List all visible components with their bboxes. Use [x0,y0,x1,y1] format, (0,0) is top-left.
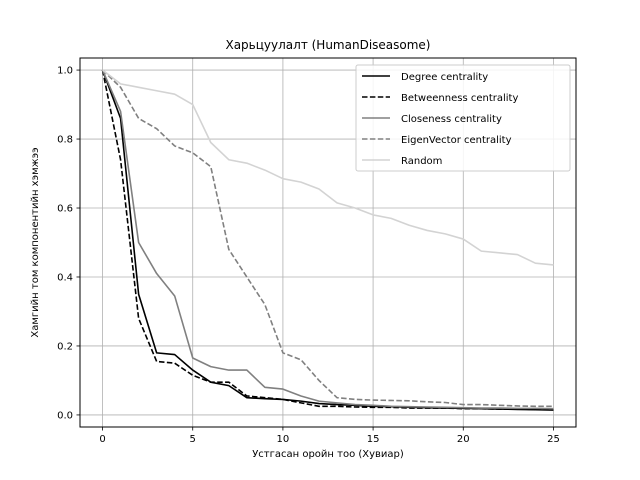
x-tick-label: 15 [367,434,380,445]
legend-label: Degree centrality [401,72,488,83]
legend-label: Betweenness centrality [401,93,518,104]
x-tick-label: 20 [457,434,470,445]
y-tick-label: 0.2 [57,341,73,352]
x-axis-label: Устгасан оройн тоо (Хувиар) [252,449,404,460]
x-tick-label: 25 [547,434,560,445]
y-tick-label: 0.4 [57,272,73,283]
y-tick-label: 0.8 [57,135,73,146]
series-line-3 [101,69,554,408]
chart-title: Харьцуулалт (HumanDiseasome) [225,38,430,52]
y-axis-label: Хамгийн том компонентийн хэмжээ [30,147,41,337]
y-tick-label: 0.0 [57,410,73,421]
y-tick-label: 0.6 [57,204,73,215]
legend: Degree centrality Betweenness centrality C… [355,64,571,172]
x-tick-label: 5 [190,434,196,445]
x-tick-label: 10 [277,434,290,445]
legend-label: Random [401,156,442,167]
x-tick-label: 0 [99,434,105,445]
legend-label: Closeness centrality [401,114,502,125]
plot-frame [79,57,577,428]
x-axis-ticks: 0 5 10 15 20 25 [99,427,560,445]
series-line-2 [101,69,554,410]
y-axis-ticks: 0.0 0.2 0.4 0.6 0.8 1.0 [57,66,80,421]
y-tick-label: 1.0 [57,66,73,77]
legend-box [355,64,571,172]
series-lines [101,69,554,411]
legend-label: EigenVector centrality [401,135,512,146]
series-line-4 [102,69,554,266]
series-line-1 [101,69,554,411]
